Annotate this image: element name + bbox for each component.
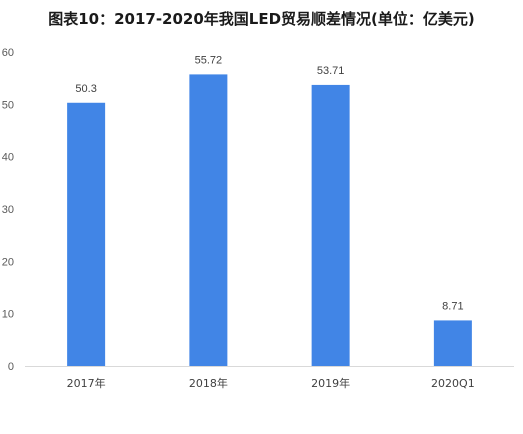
data-label: 8.71 (442, 300, 463, 312)
y-tick-label: 50 (2, 99, 14, 111)
y-axis-ticks: 0 10 20 30 40 50 60 (2, 47, 14, 373)
bar (67, 102, 106, 366)
chart-title: 图表10：2017-2020年我国LED贸易顺差情况(单位：亿美元) (48, 10, 475, 28)
category-label: 2018年 (189, 376, 228, 390)
bar (433, 320, 472, 366)
y-tick-label: 40 (2, 152, 14, 164)
bar (311, 84, 350, 366)
y-tick-label: 20 (2, 256, 14, 268)
bar (189, 74, 228, 366)
category-label: 2020Q1 (431, 377, 475, 390)
bars (67, 74, 472, 366)
data-label: 50.3 (75, 83, 96, 95)
category-label: 2017年 (67, 376, 106, 390)
category-labels: 2017年 2018年 2019年 2020Q1 (67, 376, 475, 390)
y-tick-label: 30 (2, 204, 14, 216)
data-labels: 50.3 55.72 53.71 8.71 (75, 54, 463, 312)
y-tick-label: 10 (2, 309, 14, 321)
category-label: 2019年 (311, 376, 350, 390)
y-tick-label: 0 (8, 361, 14, 373)
data-label: 55.72 (195, 54, 223, 66)
y-tick-label: 60 (2, 47, 14, 59)
data-label: 53.71 (317, 65, 345, 77)
